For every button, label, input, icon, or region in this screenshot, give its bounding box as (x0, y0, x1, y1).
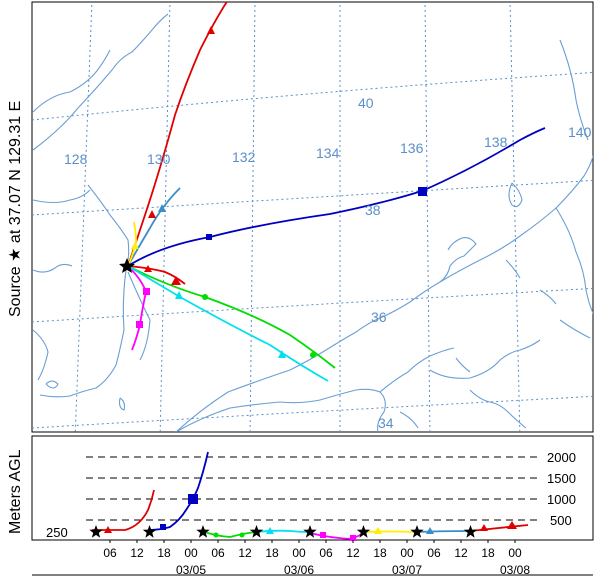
hour-tick-label: 06 (427, 546, 441, 560)
trajectory-magenta (127, 265, 147, 351)
hour-tick-label: 06 (319, 546, 333, 560)
red-triangle-marker (171, 276, 181, 285)
profile-star-icon (356, 525, 371, 538)
trajectory-red-north (127, 2, 228, 267)
blue-square-marker (160, 524, 166, 530)
red-triangle-marker (507, 521, 517, 529)
altitude-label: 2000 (547, 450, 576, 465)
longitude-label: 132 (232, 149, 256, 165)
latitude-label: 34 (378, 415, 394, 431)
longitude-label: 136 (400, 140, 424, 156)
yellow-triangle-marker (131, 242, 139, 249)
hour-tick-label: 06 (103, 546, 117, 560)
hour-tick-label: 00 (184, 546, 198, 560)
hour-tick-label: 18 (373, 546, 387, 560)
hour-tick-label: 12 (454, 546, 468, 560)
hour-tick-label: 18 (481, 546, 495, 560)
profile-trace-steel-blue (415, 530, 471, 533)
date-label: 03/06 (284, 563, 314, 577)
hour-ticks: 06 12 18 00 06 12 18 00 06 12 18 00 06 12 18 00 (103, 540, 522, 560)
magenta-square-marker (136, 321, 143, 328)
blue-square-marker-large (418, 187, 427, 196)
map-markers (119, 26, 427, 358)
trajectory-steel-blue (127, 187, 181, 267)
yellow-triangle-marker (374, 527, 382, 534)
green-dot-marker (202, 294, 208, 300)
vertical-profile: 2000 1500 1000 500 250 (46, 450, 576, 577)
longitude-label: 128 (64, 151, 88, 167)
green-dot-marker (310, 352, 316, 358)
profile-trajectories (91, 451, 529, 540)
longitude-label: 134 (316, 145, 340, 161)
hour-tick-label: 00 (292, 546, 306, 560)
steel-blue-triangle-marker (158, 204, 166, 212)
profile-panel-frame (31, 435, 594, 541)
longitude-labels: 128 130 132 134 136 138 140 (64, 124, 592, 167)
altitude-gridlines (86, 456, 538, 521)
hour-tick-label: 18 (157, 546, 171, 560)
latitude-labels: 40 38 36 34 (358, 95, 394, 431)
cyan-triangle-marker (175, 291, 183, 299)
altitude-label: 500 (550, 513, 572, 528)
blue-square-marker-large (188, 494, 198, 504)
map-trajectories (127, 2, 546, 382)
profile-star-icon (410, 525, 424, 538)
latitude-label: 40 (358, 95, 374, 111)
date-label: 03/05 (176, 563, 206, 577)
red-triangle-marker (144, 265, 152, 272)
source-location-label: Source ★ at 37.07 N 129.31 E (7, 101, 24, 317)
hour-tick-label: 06 (211, 546, 225, 560)
trajectory-cyan (127, 265, 329, 382)
profile-star-icon (463, 525, 478, 538)
red-triangle-marker (480, 524, 488, 531)
trajectory-yellow (127, 221, 137, 267)
profile-markers (89, 494, 517, 541)
hour-tick-label: 18 (265, 546, 279, 560)
profile-star-icon (303, 525, 317, 538)
source-star-icon (119, 258, 135, 273)
profile-star-icon (196, 525, 210, 538)
profile-trace-cyan (255, 529, 311, 533)
green-dot-marker (239, 532, 245, 538)
profile-star-icon (142, 525, 157, 538)
cyan-triangle-marker (278, 350, 286, 358)
magenta-square-marker (320, 532, 326, 538)
red-triangle-marker (148, 210, 156, 218)
hour-tick-label: 00 (400, 546, 414, 560)
profile-star-icon (89, 525, 103, 538)
coastlines (32, 13, 593, 432)
profile-star-icon (249, 525, 264, 538)
red-triangle-marker (207, 26, 215, 34)
magenta-square-marker (143, 288, 150, 295)
date-label: 03/08 (500, 563, 530, 577)
longitude-label: 138 (484, 134, 508, 150)
profile-trace-green (201, 530, 257, 538)
profile-trace-yellow (365, 530, 417, 533)
magenta-square-marker (350, 535, 356, 541)
latitude-label: 38 (365, 202, 381, 218)
steel-blue-triangle-marker (426, 527, 434, 534)
date-labels: 03/05 03/06 03/07 03/08 (176, 563, 530, 577)
latitude-label: 36 (371, 309, 387, 325)
hour-tick-label: 12 (130, 546, 144, 560)
hour-tick-label: 12 (346, 546, 360, 560)
red-triangle-marker (104, 526, 112, 533)
trajectory-green (127, 265, 336, 369)
altitude-label: 1000 (547, 492, 576, 507)
hour-tick-label: 12 (238, 546, 252, 560)
blue-square-marker (206, 234, 212, 240)
date-label: 03/07 (392, 563, 422, 577)
cyan-triangle-marker (266, 527, 274, 534)
altitude-label: 1500 (547, 471, 576, 486)
trajectory-red-east (127, 265, 186, 285)
longitude-label: 140 (568, 124, 592, 140)
green-dot-marker (213, 532, 219, 538)
start-height-label: 250 (46, 525, 68, 540)
profile-y-axis-title: Meters AGL (7, 449, 24, 534)
longitude-label: 130 (147, 151, 171, 167)
trajectory-blue (127, 127, 546, 267)
hour-tick-label: 00 (508, 546, 522, 560)
